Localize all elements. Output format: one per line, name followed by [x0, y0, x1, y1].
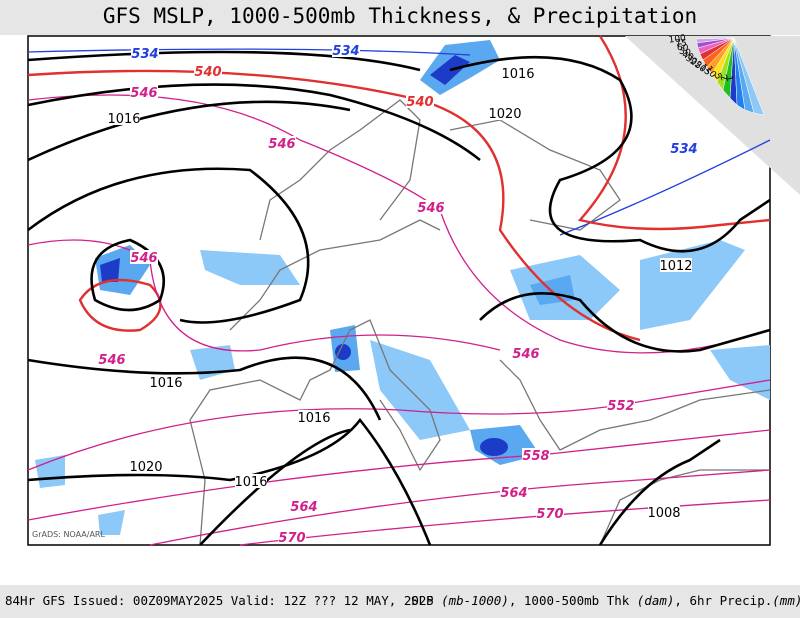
colorbar-label: 1	[723, 75, 734, 83]
footer-left: 84Hr GFS Issued: 00Z09MAY2025 Valid: 12Z…	[5, 593, 434, 608]
footer-unit: (mb-1000)	[441, 593, 509, 608]
label-bg	[298, 410, 330, 424]
pressure-label: 1016	[107, 112, 140, 127]
label-bg	[332, 43, 360, 57]
colorbar-label: 100	[668, 34, 686, 46]
title-bar	[0, 0, 800, 35]
thickness-label: 570	[536, 507, 563, 522]
thickness-label: 540	[194, 65, 221, 80]
thickness-label: 546	[417, 201, 444, 216]
colorbar-label: 2	[717, 73, 728, 82]
colorbar-label: 50	[678, 46, 692, 59]
label-bg	[406, 94, 434, 108]
pressure-label: 1008	[647, 506, 680, 521]
label-bg	[150, 375, 182, 389]
thickness-label: 546	[130, 251, 157, 266]
contour-labels: 1016 1016 1020 1012 1016 1016 1020 1016 1008 534 5…	[98, 43, 698, 546]
thickness-label: 558	[522, 449, 549, 464]
label-bg	[108, 111, 140, 125]
pressure-label: 1020	[129, 460, 162, 475]
colorbar-label: 30	[684, 54, 699, 68]
colorbar-label: 40	[681, 50, 696, 64]
colorbar-label: 5	[712, 72, 724, 82]
thickness-label: 564	[290, 500, 317, 515]
label-bg	[130, 85, 158, 99]
footer-right: SLP (mb-1000), 1000-500mb Thk (dam), 6hr…	[411, 593, 800, 608]
pressure-label: 1020	[488, 107, 521, 122]
label-bg	[98, 352, 126, 366]
label-bg	[648, 505, 680, 519]
thickness-label: 534	[332, 44, 359, 59]
label-bg	[607, 398, 635, 412]
thickness-label: 546	[98, 353, 125, 368]
credit: GrADS: NOAA/ARL	[32, 530, 105, 539]
label-bg	[670, 141, 698, 155]
pressure-label: 1012	[659, 259, 692, 274]
label-bg	[131, 46, 159, 60]
thickness-label: 570	[278, 531, 305, 546]
colorbar-label: 75	[675, 39, 687, 49]
label-bg	[660, 258, 692, 272]
colorbar-label: 60	[676, 43, 689, 54]
label-bg	[512, 346, 540, 360]
colorbar-panel	[625, 36, 800, 195]
label-bg	[489, 106, 521, 120]
thickness-label: 534	[670, 142, 697, 157]
footer-part: , 1000-500mb Thk	[509, 593, 637, 608]
thickness-label: 540	[406, 95, 433, 110]
pressure-contours	[27, 50, 771, 546]
label-bg	[500, 485, 528, 499]
colorbar	[695, 37, 765, 116]
thickness-label: 546	[130, 86, 157, 101]
thickness-label: 564	[500, 486, 527, 501]
label-bg	[130, 459, 162, 473]
pressure-label: 1016	[501, 67, 534, 82]
label-bg	[502, 66, 534, 80]
title: GFS MSLP, 1000-500mb Thickness, & Precip…	[103, 4, 697, 28]
thickness-label: 534	[131, 47, 158, 62]
label-bg	[522, 448, 550, 462]
pressure-label: 1016	[149, 376, 182, 391]
pressure-label: 1016	[297, 411, 330, 426]
pressure-label: 1016	[234, 475, 267, 490]
thickness-label: 546	[512, 347, 539, 362]
footer-unit: (mm)	[772, 593, 800, 608]
footer-bar	[0, 585, 800, 618]
label-bg	[268, 136, 296, 150]
label-bg	[130, 250, 158, 264]
label-bg	[417, 200, 445, 214]
label-bg	[536, 506, 564, 520]
footer-unit: (dam)	[637, 593, 675, 608]
footer-part: SLP	[411, 593, 441, 608]
footer-part: , 6hr Precip.	[674, 593, 772, 608]
thickness-label: 552	[607, 399, 634, 414]
label-bg	[278, 530, 306, 544]
label-bg	[235, 474, 267, 488]
label-bg	[194, 64, 222, 78]
label-bg	[290, 499, 318, 513]
thickness-label: 546	[268, 137, 295, 152]
